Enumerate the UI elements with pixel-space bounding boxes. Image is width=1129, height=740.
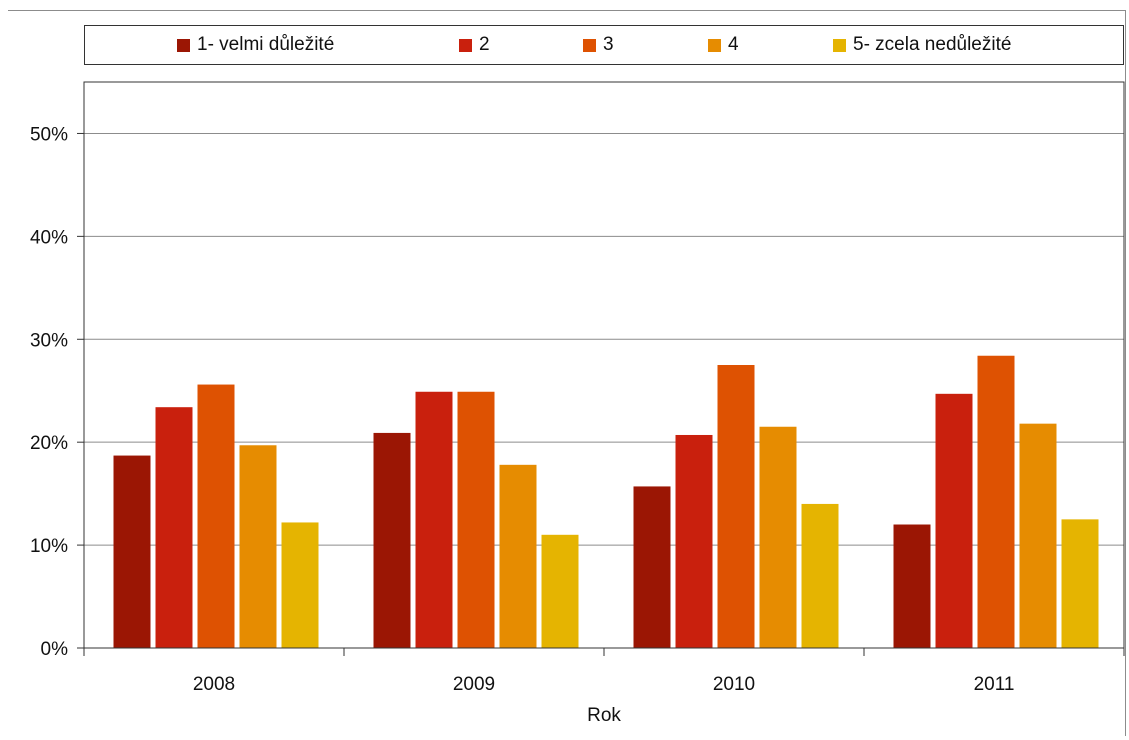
legend-swatch-series-1 xyxy=(177,38,190,52)
x-tick-label-2011: 2011 xyxy=(974,674,1015,695)
y-tick-label: 20% xyxy=(30,433,68,454)
bar-2010-series-2 xyxy=(675,434,713,648)
y-tick-label: 40% xyxy=(30,227,68,248)
bar-2011-series-1 xyxy=(893,524,931,648)
legend-item-series-5: 5- zcela nedůležité xyxy=(833,34,1011,56)
x-tick-label-2009: 2009 xyxy=(453,674,495,695)
legend-label-series-3: 3 xyxy=(603,34,614,55)
bar-2011-series-5 xyxy=(1061,519,1099,648)
y-tick-label: 0% xyxy=(41,639,69,660)
y-tick-label: 10% xyxy=(30,536,68,557)
bar-2009-series-5 xyxy=(541,534,579,648)
x-tick-label-2008: 2008 xyxy=(193,674,235,695)
legend-item-series-3: 3 xyxy=(583,34,614,56)
bar-2009-series-2 xyxy=(415,391,453,648)
bar-2008-series-5 xyxy=(281,522,319,648)
legend-swatch-series-4 xyxy=(708,38,721,52)
legend-swatch-series-3 xyxy=(583,38,596,52)
bar-2011-series-3 xyxy=(977,355,1015,648)
y-tick-label: 50% xyxy=(30,124,68,145)
y-tick-label: 30% xyxy=(30,330,68,351)
legend-item-series-1: 1- velmi důležité xyxy=(177,34,334,56)
bar-2008-series-3 xyxy=(197,384,235,648)
legend-label-series-2: 2 xyxy=(479,34,490,55)
bar-2009-series-1 xyxy=(373,432,411,648)
legend-label-series-5: 5- zcela nedůležité xyxy=(853,34,1012,55)
bar-2010-series-3 xyxy=(717,365,755,648)
bar-2008-series-4 xyxy=(239,445,277,648)
axes: 0% 10% 20% 30% 40% 50% 2008 2009 2010 2011 xyxy=(30,124,1125,695)
bar-2010-series-1 xyxy=(633,486,671,648)
legend-label-series-4: 4 xyxy=(728,34,739,55)
legend-swatch-series-2 xyxy=(459,38,472,52)
bar-2011-series-4 xyxy=(1019,423,1057,648)
x-tick-label-2010: 2010 xyxy=(713,674,755,695)
legend-swatch-series-5 xyxy=(833,38,846,52)
x-axis-title: Rok xyxy=(587,705,621,726)
chart-frame xyxy=(8,10,1126,736)
bar-2010-series-5 xyxy=(801,503,839,648)
legend-item-series-4: 4 xyxy=(708,34,739,56)
bars xyxy=(113,355,1099,648)
bar-2010-series-4 xyxy=(759,426,797,648)
chart-legend: 1- velmi důležité 2 3 4 5- zcela nedůlež… xyxy=(84,25,1124,65)
bar-2009-series-4 xyxy=(499,464,537,648)
bar-2011-series-2 xyxy=(935,393,973,648)
bar-2008-series-2 xyxy=(155,407,193,648)
bar-2009-series-3 xyxy=(457,391,495,648)
legend-item-series-2: 2 xyxy=(459,34,490,56)
bar-2008-series-1 xyxy=(113,455,151,648)
legend-label-series-1: 1- velmi důležité xyxy=(197,34,335,55)
